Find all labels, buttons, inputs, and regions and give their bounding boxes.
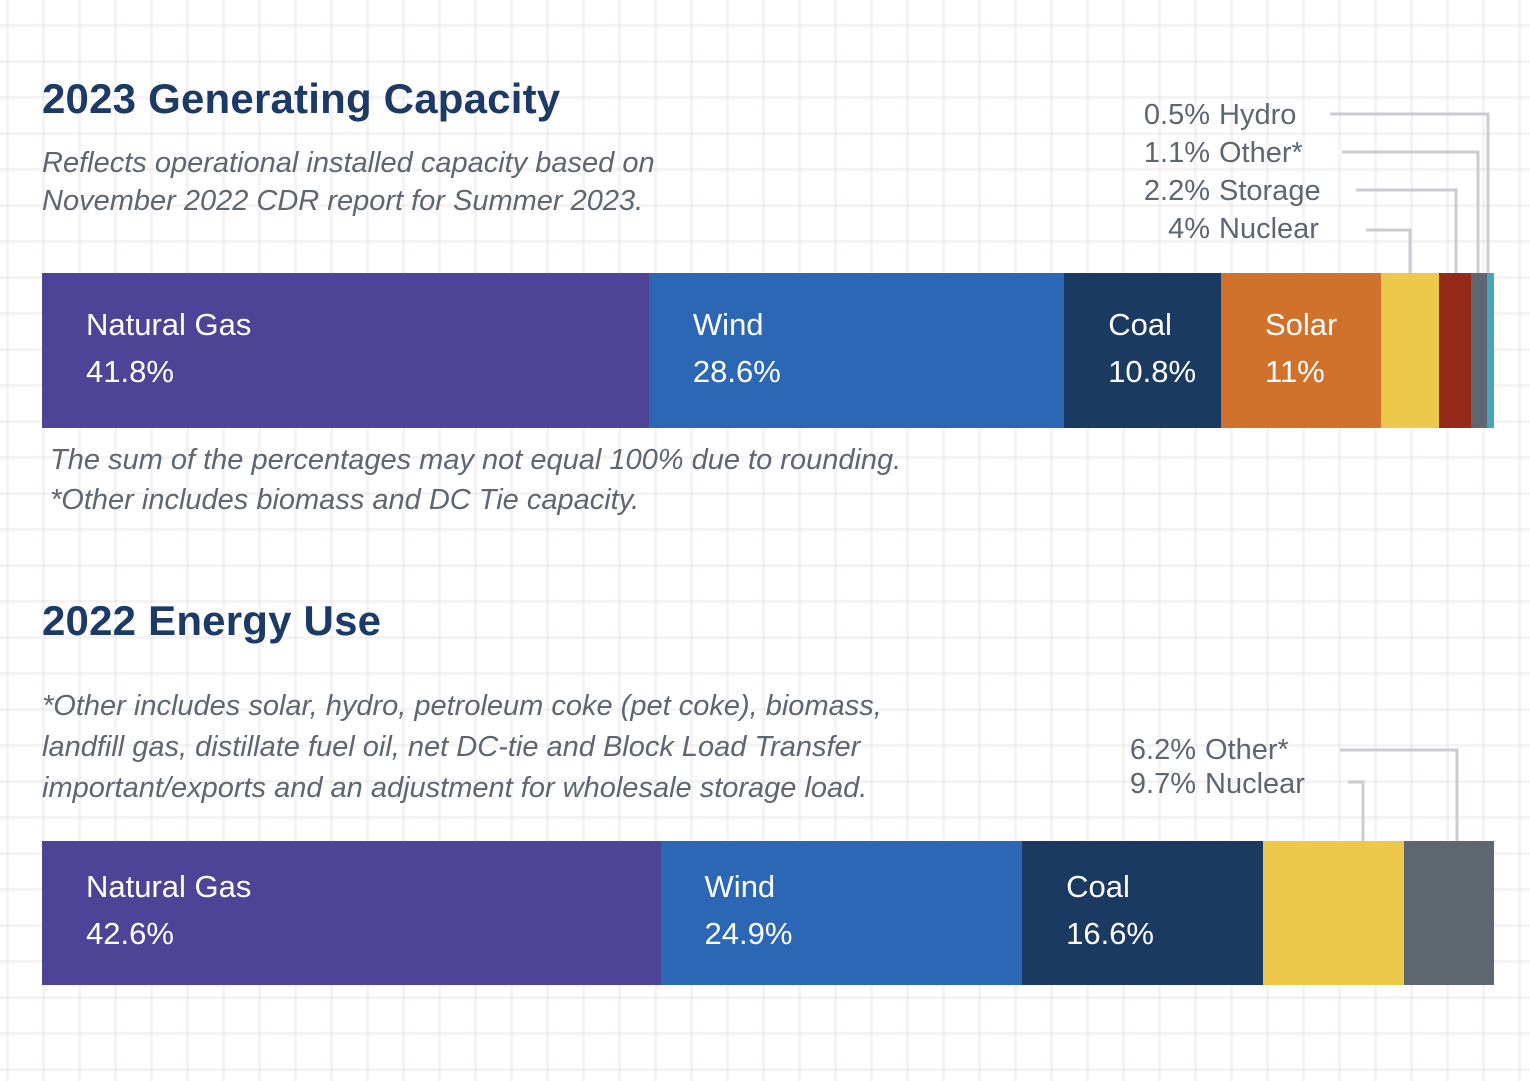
energy-note-line-2: landfill gas, distillate fuel oil, net D…	[42, 731, 861, 763]
bar-segment-natural-gas: Natural Gas 42.6%	[42, 841, 661, 985]
bar-segment-wind: Wind 24.9%	[660, 838, 1023, 985]
callout-storage-label: Storage	[1219, 175, 1321, 207]
bar-segment-natural-gas: Natural Gas 41.8%	[42, 273, 649, 428]
callout-energy-nuclear-label: Nuclear	[1205, 768, 1305, 800]
energy-leader-lines	[1340, 748, 1459, 843]
segment-name: Solar	[1265, 306, 1338, 342]
bar-segment-nuclear	[1380, 273, 1439, 428]
capacity-chart-title: 2023 Generating Capacity	[42, 75, 561, 122]
capacity-stacked-bar: Natural Gas 41.8% Wind 28.6% Coal 10.8% …	[42, 273, 1494, 428]
callout-nuclear-value: 4%	[1168, 213, 1210, 245]
segment-label-natural-gas: Natural Gas 41.8%	[42, 270, 649, 425]
segment-label-coal: Coal 10.8%	[1064, 270, 1221, 425]
callout-energy-nuclear-value: 9.7%	[1129, 768, 1196, 800]
segment-value: 28.6%	[692, 353, 781, 389]
callout-energy-other-value: 6.2%	[1129, 734, 1196, 766]
segment-label-wind: Wind 24.9%	[661, 838, 1023, 982]
leader-line-energy-other	[1340, 748, 1459, 843]
callout-nuclear: 4% Nuclear	[1137, 210, 1321, 248]
energy-chart-title: 2022 Energy Use	[42, 597, 382, 644]
capacity-chart-subtitle: Reflects operational installed capacity …	[42, 144, 655, 220]
capacity-leader-lines	[1330, 112, 1490, 274]
capacity-footnote-line-2: *Other includes biomass and DC Tie capac…	[50, 484, 640, 516]
bar-segment-hydro	[1486, 273, 1494, 428]
leader-line-energy-nuclear	[1348, 780, 1365, 843]
callout-nuclear-label: Nuclear	[1219, 213, 1319, 245]
leader-line-hydro	[1330, 112, 1490, 274]
capacity-subtitle-line-2: November 2022 CDR report for Summer 2023…	[42, 185, 644, 217]
segment-label-solar: Solar 11%	[1221, 270, 1381, 425]
segment-name: Wind	[692, 306, 764, 342]
segment-label-wind: Wind 28.6%	[649, 270, 1064, 425]
bar-segment-coal: Coal 16.6%	[1022, 838, 1264, 985]
callout-energy-nuclear: 9.7% Nuclear	[1123, 767, 1305, 801]
callout-other-value: 1.1%	[1143, 137, 1210, 169]
bar-segment-storage	[1438, 273, 1471, 428]
segment-value: 42.6%	[86, 916, 174, 951]
bar-segment-wind: Wind 28.6%	[648, 270, 1065, 428]
segment-value: 11%	[1265, 353, 1325, 389]
callout-energy-other: 6.2% Other*	[1123, 733, 1305, 767]
callout-energy-other-label: Other*	[1205, 734, 1289, 766]
leader-line-storage	[1356, 188, 1458, 274]
bar-segment-solar: Solar 11%	[1221, 273, 1381, 428]
capacity-callout-labels: 0.5% Hydro 1.1% Other* 2.2% Storage 4% Nucle…	[1137, 96, 1321, 248]
bar-segment-nuclear	[1263, 841, 1404, 985]
callout-other: 1.1% Other*	[1137, 134, 1321, 172]
capacity-chart-footnote: The sum of the percentages may not equal…	[50, 440, 901, 520]
segment-name: Coal	[1066, 869, 1130, 904]
segment-value: 41.8%	[86, 353, 174, 389]
segment-label-coal: Coal 16.6%	[1022, 838, 1263, 982]
leader-line-nuclear	[1366, 228, 1412, 274]
bar-segment-other	[1403, 841, 1494, 985]
segment-value: 24.9%	[704, 916, 793, 951]
callout-hydro-label: Hydro	[1219, 99, 1297, 131]
capacity-subtitle-line-1: Reflects operational installed capacity …	[42, 147, 655, 179]
bar-segment-coal: Coal 10.8%	[1064, 273, 1221, 428]
segment-name: Wind	[704, 869, 776, 904]
callout-hydro-value: 0.5%	[1143, 99, 1210, 131]
energy-callout-labels: 6.2% Other* 9.7% Nuclear	[1123, 733, 1305, 801]
segment-name: Coal	[1108, 306, 1172, 342]
segment-label-natural-gas: Natural Gas 42.6%	[42, 838, 661, 982]
callout-storage: 2.2% Storage	[1137, 172, 1321, 210]
energy-note-line-1: *Other includes solar, hydro, petroleum …	[42, 690, 882, 722]
segment-value: 10.8%	[1108, 353, 1197, 389]
energy-stacked-bar: Natural Gas 42.6% Wind 24.9% Coal 16.6%	[42, 841, 1494, 985]
energy-chart-note: *Other includes solar, hydro, petroleum …	[42, 686, 882, 809]
callout-hydro: 0.5% Hydro	[1137, 96, 1321, 134]
energy-note-line-3: important/exports and an adjustment for …	[42, 772, 868, 804]
callout-storage-value: 2.2%	[1143, 175, 1210, 207]
leader-line-other	[1342, 150, 1480, 274]
bar-segment-other	[1470, 273, 1487, 428]
segment-name: Natural Gas	[86, 869, 252, 904]
callout-other-label: Other*	[1219, 137, 1303, 169]
segment-value: 16.6%	[1066, 916, 1154, 951]
capacity-footnote-line-1: The sum of the percentages may not equal…	[50, 444, 902, 476]
segment-name: Natural Gas	[86, 306, 252, 342]
